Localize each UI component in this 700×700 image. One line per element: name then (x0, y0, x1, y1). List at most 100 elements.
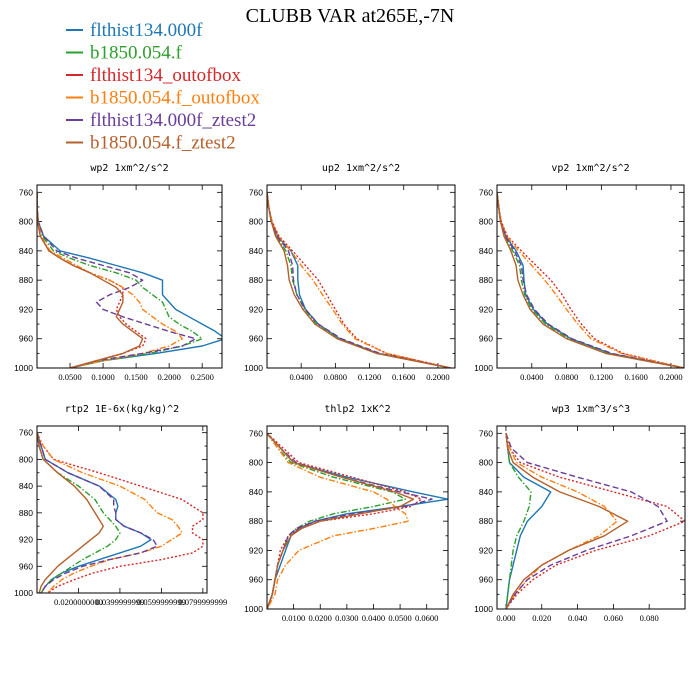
x-tick-label: 0.1200 (590, 372, 613, 382)
panels: wp2 1xm^2/s^2 760 800 840 880 920 960 1000 0.050… (14, 163, 686, 623)
series-line (497, 192, 684, 368)
x-tick-label: 0.1500 (124, 372, 147, 382)
y-tick-label: 880 (249, 516, 263, 526)
chart-panel: rtp2 1E-6x(kg/kg)^2 760 800 840 880 920 960 100… (14, 404, 227, 607)
series-line (37, 192, 197, 368)
panel-title: thlp2 1xK^2 (324, 404, 390, 415)
series-line (505, 433, 668, 609)
x-tick-label: 0.1200 (358, 372, 381, 382)
x-tick-label: 0.0100 (282, 613, 305, 623)
x-tick-label: 0.2000 (157, 372, 180, 382)
x-tick-label: 0.0400 (289, 372, 312, 382)
y-tick-label: 760 (479, 187, 493, 197)
y-tick-label: 920 (479, 545, 493, 555)
series-line (267, 432, 407, 609)
y-tick-label: 1000 (244, 363, 263, 373)
x-tick-label: 0.080 (640, 613, 659, 623)
plot-frame (496, 425, 686, 610)
y-tick-label: 760 (249, 428, 263, 438)
series-line (267, 192, 451, 368)
x-tick-label: 0.0400 (362, 613, 385, 623)
x-tick-label: 0.000 (496, 613, 515, 623)
series-line (37, 432, 204, 593)
y-tick-label: 800 (479, 217, 493, 227)
y-tick-label: 840 (249, 246, 263, 256)
y-tick-label: 960 (19, 561, 33, 571)
y-tick-label: 880 (19, 508, 33, 518)
y-tick-label: 920 (19, 535, 33, 545)
y-tick-label: 760 (479, 428, 493, 438)
chart-panel: up2 1xm^2/s^2 760 800 840 880 920 960 1000 0.040… (244, 163, 456, 382)
legend-label: flthist134_outofbox (90, 65, 241, 86)
series-line (497, 192, 684, 368)
y-tick-label: 760 (19, 428, 33, 438)
y-tick-label: 1000 (474, 363, 493, 373)
series-line (37, 432, 183, 593)
y-tick-label: 800 (249, 458, 263, 468)
series-line (267, 192, 451, 368)
chart-panel: thlp2 1xK^2 760 800 840 880 920 960 1000 0.0100 0… (244, 404, 449, 623)
y-tick-label: 1000 (474, 604, 493, 614)
y-tick-label: 880 (19, 275, 33, 285)
y-tick-label: 840 (19, 246, 33, 256)
x-tick-label: 0.1600 (392, 372, 415, 382)
plot-frame (266, 184, 456, 369)
y-tick-label: 840 (249, 487, 263, 497)
panel-title: rtp2 1E-6x(kg/kg)^2 (65, 404, 179, 415)
y-tick-label: 840 (19, 481, 33, 491)
series-line (267, 192, 451, 368)
x-tick-label: 0.0500 (388, 613, 411, 623)
panel-title: vp2 1xm^2/s^2 (551, 163, 629, 174)
x-tick-label: 0.020 (532, 613, 551, 623)
x-tick-label: 0.0599999999 (137, 597, 186, 607)
series-line (267, 192, 451, 368)
chart-panel: wp2 1xm^2/s^2 760 800 840 880 920 960 1000 0.050… (14, 163, 223, 382)
legend-label: b1850.054.f_ztest2 (90, 133, 236, 154)
chart-panel: vp2 1xm^2/s^2 760 800 840 880 920 960 1000 0.040… (474, 163, 685, 382)
series-line (497, 192, 684, 368)
series-line (267, 192, 451, 368)
y-tick-label: 920 (479, 304, 493, 314)
x-tick-label: 0.0600 (415, 613, 438, 623)
x-tick-label: 0.0800 (555, 372, 578, 382)
legend-label: b1850.054.f (90, 43, 183, 64)
x-tick-label: 0.0200000000 (54, 597, 103, 607)
series-line (37, 192, 147, 368)
series-line (37, 192, 184, 368)
y-tick-label: 760 (249, 187, 263, 197)
series-line (497, 192, 684, 368)
x-tick-label: 0.1600 (624, 372, 647, 382)
y-tick-label: 800 (19, 217, 33, 227)
x-tick-label: 0.0799999999 (178, 597, 227, 607)
series-line (267, 432, 409, 609)
series-line (37, 432, 152, 593)
plot-frame (36, 184, 223, 369)
series-line (505, 433, 532, 609)
x-tick-label: 0.040 (568, 613, 587, 623)
series-line (505, 433, 629, 609)
y-tick-label: 920 (249, 545, 263, 555)
series-line (497, 192, 684, 368)
y-tick-label: 960 (479, 334, 493, 344)
y-tick-label: 840 (479, 487, 493, 497)
series-line (505, 433, 685, 609)
series-line (267, 432, 448, 609)
plot-frame (266, 425, 449, 610)
y-tick-label: 840 (479, 246, 493, 256)
x-tick-label: 0.060 (604, 613, 623, 623)
x-tick-label: 0.0500 (58, 372, 81, 382)
y-tick-label: 960 (249, 575, 263, 585)
x-tick-label: 0.0200 (309, 613, 332, 623)
plot-frame (496, 184, 685, 369)
y-tick-label: 1000 (14, 363, 33, 373)
legend-label: flthist134.000f_ztest2 (90, 110, 256, 131)
legend-label: b1850.054.f_outofbox (90, 88, 260, 109)
y-tick-label: 800 (249, 217, 263, 227)
x-tick-label: 0.2000 (426, 372, 449, 382)
series-line (267, 432, 423, 609)
series-line (37, 432, 105, 593)
legend: flthist134.000fb1850.054.fflthist134_out… (66, 20, 260, 154)
y-tick-label: 920 (249, 304, 263, 314)
x-tick-label: 0.0800 (324, 372, 347, 382)
